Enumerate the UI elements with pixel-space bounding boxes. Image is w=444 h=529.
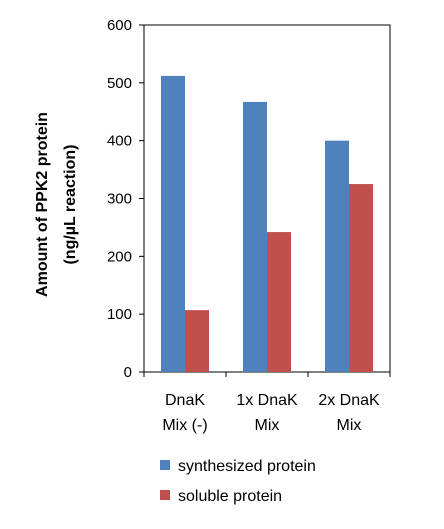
bar-synthesized-protein [161, 75, 185, 372]
bar-synthesized-protein [243, 101, 267, 372]
y-tick-label: 100 [107, 306, 132, 323]
x-category-label: DnaK [165, 392, 205, 409]
legend: synthesized protein soluble protein [160, 458, 316, 505]
bar-soluble-protein [349, 184, 373, 372]
bars [161, 75, 373, 372]
legend-swatch [160, 460, 170, 470]
y-axis-title: Amount of PPK2 protein (ng/µL reaction) [34, 112, 79, 297]
bar-synthesized-protein [325, 140, 349, 372]
legend-swatch [160, 490, 170, 500]
y-tick-label: 200 [107, 248, 132, 265]
legend-label: synthesized protein [178, 458, 316, 475]
y-tick-label: 500 [107, 75, 132, 92]
legend-label: soluble protein [178, 488, 282, 505]
y-tick-label: 600 [107, 17, 132, 34]
bar-soluble-protein [185, 310, 209, 372]
x-axis: DnaK Mix (-) 1x DnaK Mix 2x DnaK Mix [143, 372, 391, 434]
y-tick-label: 400 [107, 133, 132, 150]
x-category-label: Mix (-) [162, 417, 207, 434]
y-tick-label: 0 [124, 364, 132, 381]
y-axis-title-line: (ng/µL reaction) [62, 144, 79, 264]
y-axis-title-line: Amount of PPK2 protein [34, 112, 51, 297]
bar-soluble-protein [267, 232, 291, 372]
x-category-label: 2x DnaK [318, 392, 380, 409]
y-tick-label: 300 [107, 191, 132, 208]
x-category-label: Mix [337, 417, 362, 434]
y-axis: 0 100 200 300 400 500 600 [107, 17, 144, 381]
x-category-label: 1x DnaK [236, 392, 298, 409]
x-category-label: Mix [255, 417, 280, 434]
